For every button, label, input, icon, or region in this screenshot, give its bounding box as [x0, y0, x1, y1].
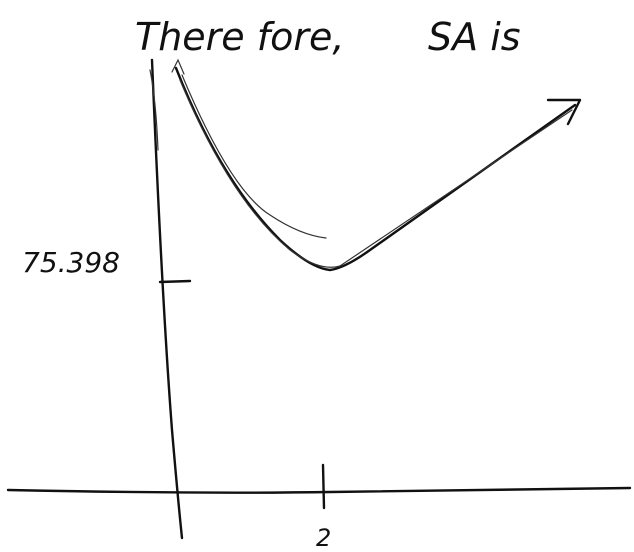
- y-tick: [160, 281, 190, 282]
- heading-left: There fore,: [135, 15, 344, 59]
- y-tick-label: 75.398: [22, 246, 120, 279]
- x-tick-label: 2: [316, 524, 331, 552]
- sketch: There fore, SA is 75.398 2: [0, 0, 634, 552]
- page: There fore, SA is 75.398 2 (() => { cons…: [0, 0, 634, 552]
- heading-right: SA is: [428, 15, 521, 59]
- x-tick: [323, 465, 324, 508]
